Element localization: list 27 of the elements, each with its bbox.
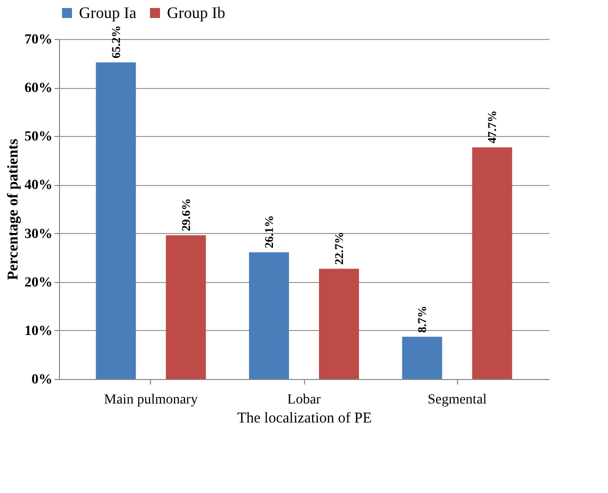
y-tick-label: 20% bbox=[24, 275, 52, 290]
data-label: 29.6% bbox=[178, 198, 193, 232]
data-label: 65.2% bbox=[108, 25, 123, 58]
data-label: 47.7% bbox=[485, 110, 500, 144]
data-label: 8.7% bbox=[415, 306, 430, 333]
y-axis-title: Percentage of patients bbox=[6, 138, 22, 280]
bar bbox=[96, 62, 136, 379]
y-tick-label: 60% bbox=[24, 81, 52, 96]
bar bbox=[249, 252, 289, 379]
bar bbox=[166, 235, 206, 379]
y-tick-label: 50% bbox=[24, 130, 52, 145]
data-label: 22.7% bbox=[332, 232, 346, 265]
x-tick-label: Lobar bbox=[287, 392, 322, 408]
bar bbox=[319, 268, 359, 379]
y-tick-label: 70% bbox=[24, 32, 52, 48]
legend-label: Group Ib bbox=[167, 5, 226, 22]
bar bbox=[402, 336, 442, 379]
y-tick-label: 10% bbox=[24, 324, 52, 339]
legend-label: Group Ia bbox=[79, 5, 136, 22]
bar bbox=[472, 147, 512, 379]
y-tick-label: 30% bbox=[24, 226, 52, 242]
x-tick-label: Segmental bbox=[428, 392, 487, 408]
x-axis-title: The localization of PE bbox=[237, 410, 372, 426]
y-tick-label: 40% bbox=[24, 178, 52, 194]
y-tick-label: 0% bbox=[32, 372, 52, 388]
x-tick-label: Main pulmonary bbox=[104, 392, 198, 408]
data-label: 26.1% bbox=[262, 215, 276, 248]
